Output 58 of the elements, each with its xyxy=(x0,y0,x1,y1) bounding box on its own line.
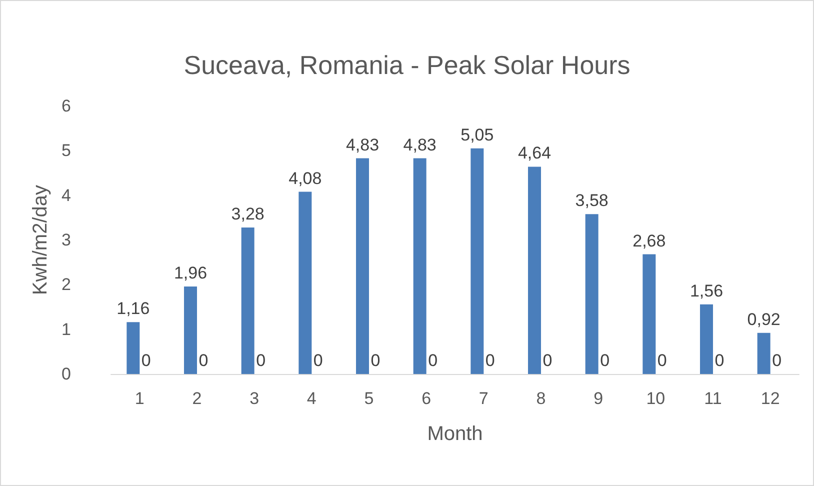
data-label: 0 xyxy=(600,351,610,370)
x-tick-label: 1 xyxy=(134,389,144,408)
bar xyxy=(356,158,369,374)
data-label: 0 xyxy=(657,351,667,370)
data-label: 3,58 xyxy=(575,191,608,210)
x-tick-label: 3 xyxy=(250,389,260,408)
data-label: 0 xyxy=(370,351,380,370)
data-label: 0 xyxy=(313,351,323,370)
x-tick-label: 6 xyxy=(422,389,432,408)
y-tick-label: 4 xyxy=(62,186,71,205)
data-label: 1,16 xyxy=(116,299,150,318)
data-label: 4,83 xyxy=(403,135,436,154)
x-tick-label: 10 xyxy=(646,389,666,408)
data-label: 0 xyxy=(256,351,266,370)
y-tick-label: 3 xyxy=(62,230,71,250)
bar xyxy=(528,166,541,374)
data-label: 1,96 xyxy=(174,263,208,282)
data-label: 0 xyxy=(542,351,552,370)
data-label: 0 xyxy=(772,351,782,370)
bar xyxy=(298,192,312,374)
bar xyxy=(757,332,770,374)
x-tick-label: 2 xyxy=(192,389,202,408)
data-label: 4,64 xyxy=(518,144,552,163)
data-label: 1,56 xyxy=(690,281,724,300)
bar xyxy=(585,214,598,374)
data-label: 2,68 xyxy=(632,231,666,250)
x-axis-title: Month xyxy=(427,423,483,445)
x-tick-label: 12 xyxy=(760,389,780,408)
bar xyxy=(413,158,426,374)
y-axis-title: Kwh/m2/day xyxy=(30,184,52,296)
bar xyxy=(184,286,197,374)
data-label: 0 xyxy=(141,351,151,370)
x-tick-label: 4 xyxy=(306,389,316,408)
bar xyxy=(241,227,254,374)
x-tick-label: 5 xyxy=(364,389,374,408)
chart-title: Suceava, Romania - Peak Solar Hours xyxy=(184,50,630,80)
data-label: 4,83 xyxy=(346,135,380,154)
x-tick-label: 7 xyxy=(478,389,488,408)
data-label: 0 xyxy=(714,351,724,370)
bar xyxy=(470,148,484,374)
bar xyxy=(642,254,656,374)
x-tick-label: 11 xyxy=(704,389,722,408)
data-label: 0 xyxy=(428,351,438,370)
data-label: 0 xyxy=(485,351,495,370)
bar xyxy=(700,304,713,374)
data-label: 4,08 xyxy=(288,168,322,188)
y-tick-label: 5 xyxy=(62,141,71,160)
x-tick-label: 9 xyxy=(594,389,604,408)
y-tick-label: 0 xyxy=(62,364,71,384)
data-label: 5,05 xyxy=(460,125,494,144)
data-label: 0,92 xyxy=(747,310,780,329)
y-tick-label: 6 xyxy=(62,96,71,116)
y-tick-label: 2 xyxy=(62,275,71,294)
x-tick-label: 8 xyxy=(536,389,546,408)
data-label: 3,28 xyxy=(231,204,264,224)
bar xyxy=(126,322,140,374)
y-tick-label: 1 xyxy=(62,320,71,339)
data-label: 0 xyxy=(198,351,208,370)
